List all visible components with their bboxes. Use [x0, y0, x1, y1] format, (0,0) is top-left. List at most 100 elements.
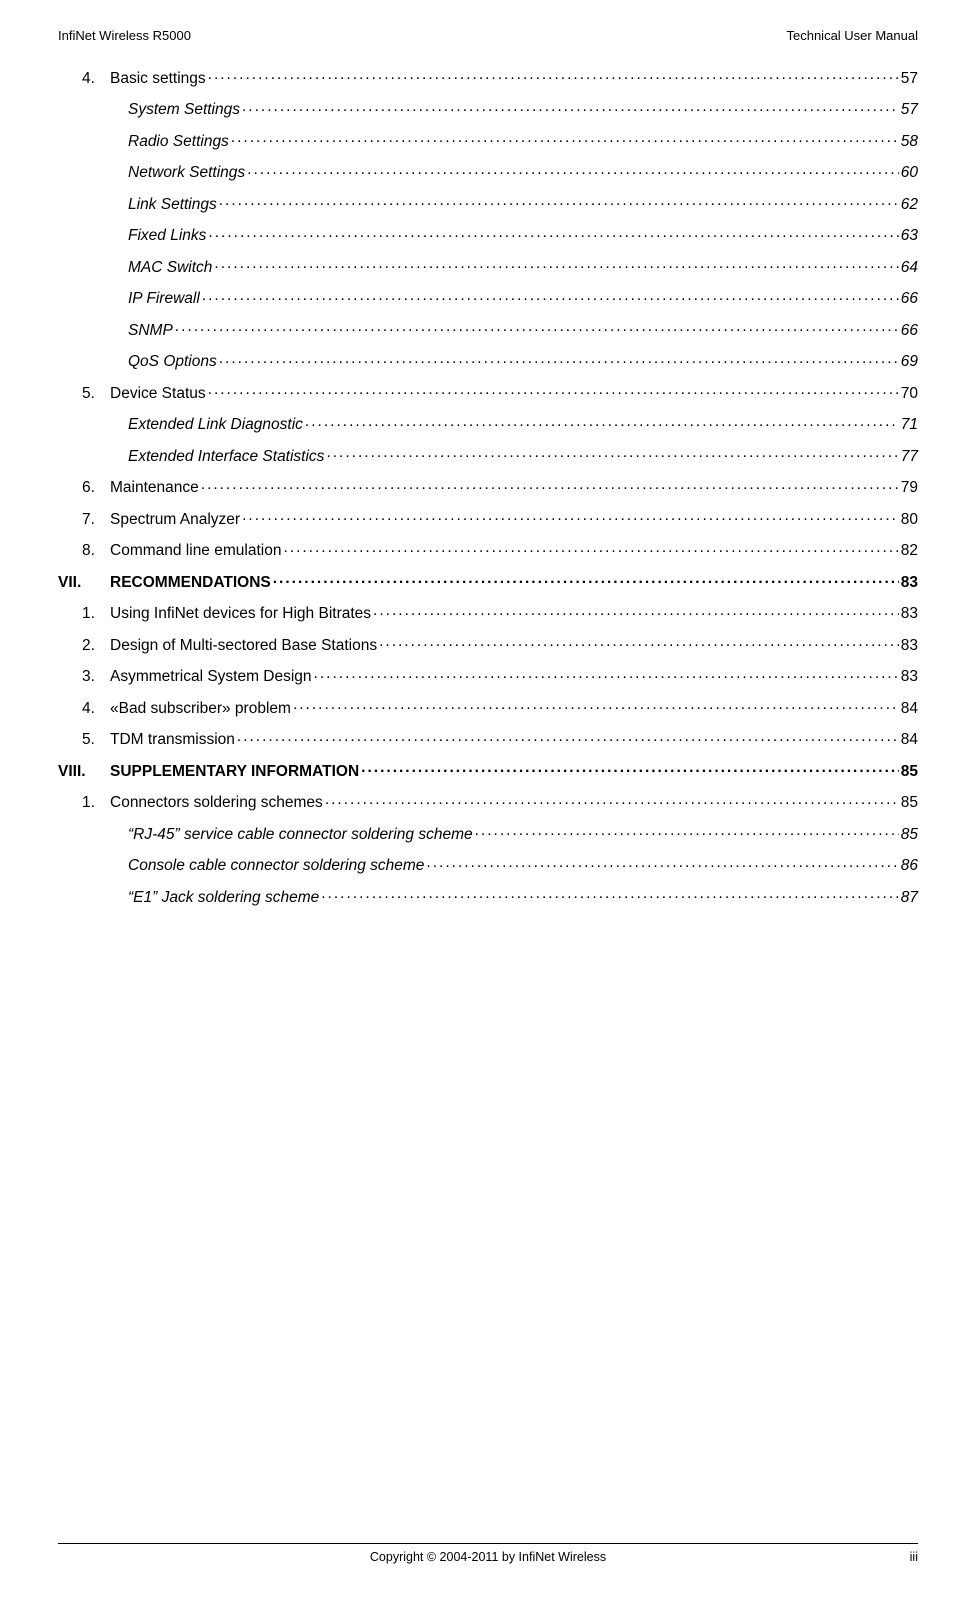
toc-row: IP Firewall 66	[58, 288, 918, 307]
toc-page-number: 86	[899, 858, 918, 874]
toc-row: “E1” Jack soldering scheme87	[58, 886, 918, 905]
toc-row: Fixed Links63	[58, 225, 918, 244]
toc-page-number: 84	[899, 732, 918, 748]
toc-text: «Bad subscriber» problem	[110, 700, 291, 717]
toc-page-number: 57	[899, 71, 918, 87]
toc-leader-dots	[214, 256, 898, 272]
toc-text: Design of Multi-sectored Base Stations	[110, 637, 377, 654]
toc-page-number: 85	[899, 827, 918, 843]
toc-leader-dots	[242, 508, 899, 524]
toc-text: Spectrum Analyzer	[110, 511, 240, 528]
toc-leader-dots	[325, 792, 899, 808]
toc-number: 4.	[82, 71, 110, 87]
toc-leader-dots	[202, 288, 899, 304]
toc-row: MAC Switch64	[58, 256, 918, 275]
table-of-contents: 4.Basic settings 57 System Settings57 Radio…	[58, 67, 918, 905]
toc-number: 1.	[82, 606, 110, 622]
toc-page-number: 58	[899, 134, 918, 150]
toc-row: VIII.SUPPLEMENTARY INFORMATION85	[58, 760, 918, 779]
toc-row: Link Settings62	[58, 193, 918, 212]
toc-label: IP Firewall	[58, 291, 202, 307]
toc-text: Extended Link Diagnostic	[128, 416, 303, 433]
toc-page-number: 83	[899, 575, 918, 591]
toc-leader-dots	[321, 886, 899, 902]
page: InfiNet Wireless R5000 Technical User Ma…	[0, 0, 976, 1600]
toc-row: 5.TDM transmission 84	[58, 729, 918, 748]
toc-label: “RJ-45” service cable connector solderin…	[58, 827, 475, 843]
toc-text: Radio Settings	[128, 133, 229, 150]
toc-text: TDM transmission	[110, 731, 235, 748]
toc-label: 8.Command line emulation	[58, 543, 283, 559]
toc-leader-dots	[305, 414, 899, 430]
toc-leader-dots	[201, 477, 899, 493]
toc-text: Console cable connector soldering scheme	[128, 857, 424, 874]
toc-page-number: 70	[899, 386, 918, 402]
toc-number: 5.	[82, 386, 110, 402]
toc-text: MAC Switch	[128, 259, 212, 276]
toc-row: QoS Options69	[58, 351, 918, 370]
toc-leader-dots	[326, 445, 898, 461]
toc-row: System Settings57	[58, 99, 918, 118]
page-footer: Copyright © 2004-2011 by InfiNet Wireles…	[58, 1543, 918, 1564]
toc-leader-dots	[242, 99, 899, 115]
toc-text: System Settings	[128, 101, 240, 118]
toc-row: Radio Settings 58	[58, 130, 918, 149]
toc-number: 2.	[82, 638, 110, 654]
toc-text: “RJ-45” service cable connector solderin…	[128, 826, 473, 843]
footer-page-number: iii	[910, 1550, 918, 1564]
toc-label: Console cable connector soldering scheme	[58, 858, 426, 874]
toc-text: Using InfiNet devices for High Bitrates	[110, 605, 371, 622]
toc-number: 3.	[82, 669, 110, 685]
toc-label: QoS Options	[58, 354, 219, 370]
toc-text: Device Status	[110, 385, 206, 402]
toc-label: MAC Switch	[58, 260, 214, 276]
toc-text: Maintenance	[110, 479, 199, 496]
toc-leader-dots	[219, 351, 899, 367]
toc-label: “E1” Jack soldering scheme	[58, 890, 321, 906]
toc-label: VII.RECOMMENDATIONS	[58, 575, 273, 591]
toc-row: 5.Device Status 70	[58, 382, 918, 401]
toc-page-number: 77	[899, 449, 918, 465]
toc-page-number: 80	[899, 512, 918, 528]
toc-label: 7.Spectrum Analyzer	[58, 512, 242, 528]
toc-page-number: 79	[899, 480, 918, 496]
toc-leader-dots	[475, 823, 899, 839]
toc-leader-dots	[426, 855, 898, 871]
toc-text: Connectors soldering schemes	[110, 794, 323, 811]
toc-leader-dots	[175, 319, 899, 335]
toc-roman-number: VII.	[58, 575, 110, 591]
toc-row: VII.RECOMMENDATIONS 83	[58, 571, 918, 590]
toc-page-number: 84	[899, 701, 918, 717]
toc-leader-dots	[293, 697, 899, 713]
toc-leader-dots	[379, 634, 899, 650]
toc-leader-dots	[373, 603, 899, 619]
toc-row: Network Settings60	[58, 162, 918, 181]
toc-label: Extended Interface Statistics	[58, 449, 326, 465]
toc-text: “E1” Jack soldering scheme	[128, 889, 319, 906]
toc-row: 2.Design of Multi-sectored Base Stations…	[58, 634, 918, 653]
toc-label: 4.Basic settings	[58, 71, 208, 87]
page-header: InfiNet Wireless R5000 Technical User Ma…	[58, 28, 918, 43]
footer-row: Copyright © 2004-2011 by InfiNet Wireles…	[58, 1550, 918, 1564]
toc-text: Basic settings	[110, 70, 206, 87]
toc-number: 6.	[82, 480, 110, 496]
toc-page-number: 66	[899, 291, 918, 307]
toc-number: 5.	[82, 732, 110, 748]
toc-text: SUPPLEMENTARY INFORMATION	[110, 763, 359, 780]
toc-leader-dots	[273, 571, 899, 587]
toc-label: 1.Connectors soldering schemes	[58, 795, 325, 811]
toc-page-number: 83	[899, 669, 918, 685]
toc-row: SNMP66	[58, 319, 918, 338]
toc-page-number: 83	[899, 606, 918, 622]
toc-row: 1.Connectors soldering schemes85	[58, 792, 918, 811]
toc-number: 1.	[82, 795, 110, 811]
toc-label: 5.Device Status	[58, 386, 208, 402]
toc-page-number: 63	[899, 228, 918, 244]
toc-label: 3.Asymmetrical System Design	[58, 669, 314, 685]
toc-label: System Settings	[58, 102, 242, 118]
toc-label: Network Settings	[58, 165, 247, 181]
toc-leader-dots	[237, 729, 899, 745]
toc-row: 6.Maintenance 79	[58, 477, 918, 496]
toc-page-number: 83	[899, 638, 918, 654]
toc-row: 4.Basic settings 57	[58, 67, 918, 86]
